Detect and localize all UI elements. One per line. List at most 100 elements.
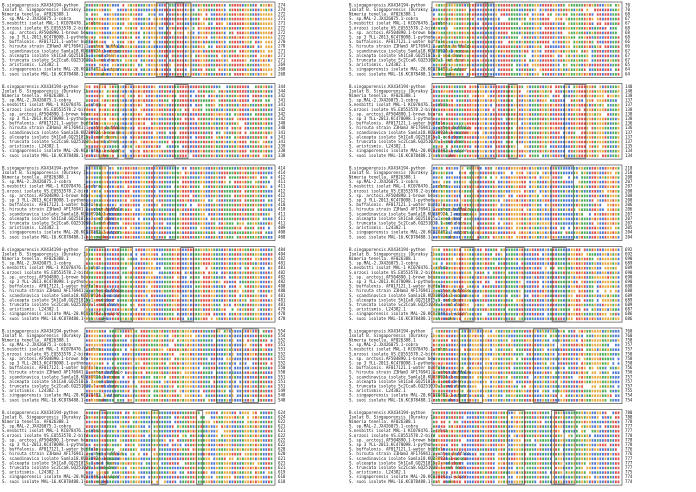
motif-box [180, 247, 194, 322]
position-number: 778 [625, 442, 633, 447]
motif-box [507, 84, 518, 159]
position-number: 136 [625, 121, 633, 126]
motif-box [98, 84, 119, 159]
position-number: 621 [278, 424, 286, 429]
position-number: 687 [625, 307, 633, 312]
position-number: 757 [625, 342, 633, 347]
position-number: 408 [278, 234, 286, 239]
position-number: 412 [278, 193, 286, 198]
position-number: 206 [625, 202, 633, 207]
position-number: 774 [625, 474, 633, 479]
position-number: 484 [278, 251, 286, 256]
position-number: 411 [278, 211, 286, 216]
position-number: 481 [278, 265, 286, 270]
alignment-box [431, 1, 623, 78]
taxon-name: S. sp 3 YLL-2013.KC478098.1-python [2, 35, 86, 40]
position-number: 207 [625, 184, 633, 189]
position-number: 412 [278, 188, 286, 193]
taxon-name: S. singaporensis isolate MAL-20.KC878492… [349, 67, 468, 72]
taxon-name: S. hirsuta strain Z3Ham3 AF176941.1-wate… [2, 288, 123, 293]
taxon-name: S. singaporensis isolate MAL-20.KC878492… [2, 148, 121, 153]
taxon-name: S. sp.MAL-2.JX426075.1-cobra [2, 342, 72, 347]
position-number: 482 [278, 279, 286, 284]
position-number: 482 [278, 256, 286, 261]
position-number: 481 [278, 293, 286, 298]
sequence-residues [86, 411, 270, 484]
position-number: 554 [278, 328, 286, 333]
taxon-name: S.orzosi isolate VS.EU553578.2-bird [349, 270, 436, 275]
position-number: 204 [625, 234, 633, 239]
position-number: 137 [625, 134, 633, 139]
taxon-name: S.orzosi isolate VS.EU553578.2-bird [2, 188, 89, 193]
taxon-name: S. sp. arctosi.AF504890.1-brown bear [349, 111, 438, 116]
position-number: 622 [278, 437, 286, 442]
position-number: 340 [278, 125, 286, 130]
taxon-name: Isolat B. Singaporensis (Duraksy 1) [349, 333, 435, 338]
sequence-residues [88, 167, 273, 239]
position-number: 137 [625, 130, 633, 135]
position-number: 414 [278, 170, 286, 175]
taxon-name: S. hirsuta strain Z3Ham3 AF176941.1-wate… [2, 451, 123, 456]
position-number: 205 [625, 225, 633, 230]
position-number: 689 [625, 297, 633, 302]
motif-box [551, 410, 565, 485]
taxon-name: S. suoi isolate MAL-16.KC878488.1-rat sn… [2, 397, 109, 402]
taxon-name: S. alceapta isolate Sh1Ca8.GQ251015.1-re… [349, 216, 463, 221]
taxon-name: S. alceapta isolate Sh1Ca8.GQ251015.1-re… [349, 379, 463, 384]
position-number: 689 [625, 293, 633, 298]
position-number: 777 [625, 465, 633, 470]
taxon-name: Nimeria tenella. AF026388.1 [349, 175, 416, 180]
taxon-name: S. alceapta isolate Sh1Ca8.GQ251015.1-re… [349, 53, 463, 58]
position-number: 137 [625, 139, 633, 144]
position-number: 64 [625, 71, 630, 76]
position-number: 618 [278, 479, 286, 484]
position-number: 778 [625, 419, 633, 424]
taxon-name: S. singaporensis isolate MAL-20.KC878492… [2, 67, 121, 72]
alignment-box [431, 83, 623, 160]
sequence-residues [433, 248, 620, 321]
taxon-name: B.singaporensis.KX434194-python [2, 328, 79, 333]
position-number: 482 [278, 274, 286, 279]
position-number: 689 [625, 261, 633, 266]
motif-box [155, 2, 169, 77]
position-number: 271 [278, 58, 286, 63]
taxon-name: S. buffalonis. AF017121.1-water buffalo [349, 121, 446, 126]
taxon-name: S. buffalonis. AF017121.1-water buffalo [349, 39, 446, 44]
position-number: 408 [278, 230, 286, 235]
position-number: 692 [625, 247, 633, 252]
position-number: 755 [625, 388, 633, 393]
taxon-name: B.singaporensis.KX434194-python [2, 2, 79, 7]
motif-box [124, 84, 134, 159]
taxon-name: Isolat B. Singaporensis (Duraksy 1) [2, 88, 88, 93]
position-number: 272 [278, 35, 286, 40]
taxon-name: B.singaporensis.KX434194-python [2, 165, 79, 170]
taxon-name: S. aristismis. L24382.1 [2, 470, 59, 475]
taxon-name: S. truncata isolate Sc2Cca8.GQ251030.1-r… [2, 139, 118, 144]
taxon-name: B.singaporensis.KX434194-python [2, 84, 79, 89]
position-number: 271 [278, 53, 286, 58]
position-number: 551 [278, 384, 286, 389]
taxon-name: S.orzosi isolate VS.EU553578.2-bird [349, 351, 436, 356]
position-number: 480 [278, 288, 286, 293]
taxon-name: S. buffalonis. AF017121.1-water buffalo [349, 202, 446, 207]
position-number: 68 [625, 30, 630, 35]
position-number: 272 [278, 25, 286, 30]
taxon-name: S. aristismis. L24382.1 [349, 470, 406, 475]
taxon-name: S. scandinavica isolate Samla18.KU230924… [349, 374, 468, 379]
taxon-name: S. sp 3 YLL-2013.KC478098.1-python [349, 442, 433, 447]
taxon-name: S. sp. arctosi.AF504890.1-brown bear [349, 356, 438, 361]
motif-box [459, 328, 470, 403]
taxon-name: S.orzosi isolate VS.EU553578.2-bird [2, 25, 89, 30]
motif-box [459, 165, 474, 240]
position-number: 137 [625, 102, 633, 107]
taxon-name: Nimeria tenella. AF026388.1 [2, 256, 69, 261]
alignment-box [431, 327, 623, 404]
position-number: 550 [278, 365, 286, 370]
motif-box [165, 2, 184, 77]
position-number: 67 [625, 21, 630, 26]
position-number: 66 [625, 44, 630, 49]
taxon-name: S.orzosi isolate VS.EU553578.2-bird [2, 270, 89, 275]
sequence-residues [435, 4, 620, 76]
taxon-name: S. truncata isolate Sc2Cca8.GQ251030.1-r… [349, 139, 465, 144]
sequence-residues [86, 85, 270, 158]
